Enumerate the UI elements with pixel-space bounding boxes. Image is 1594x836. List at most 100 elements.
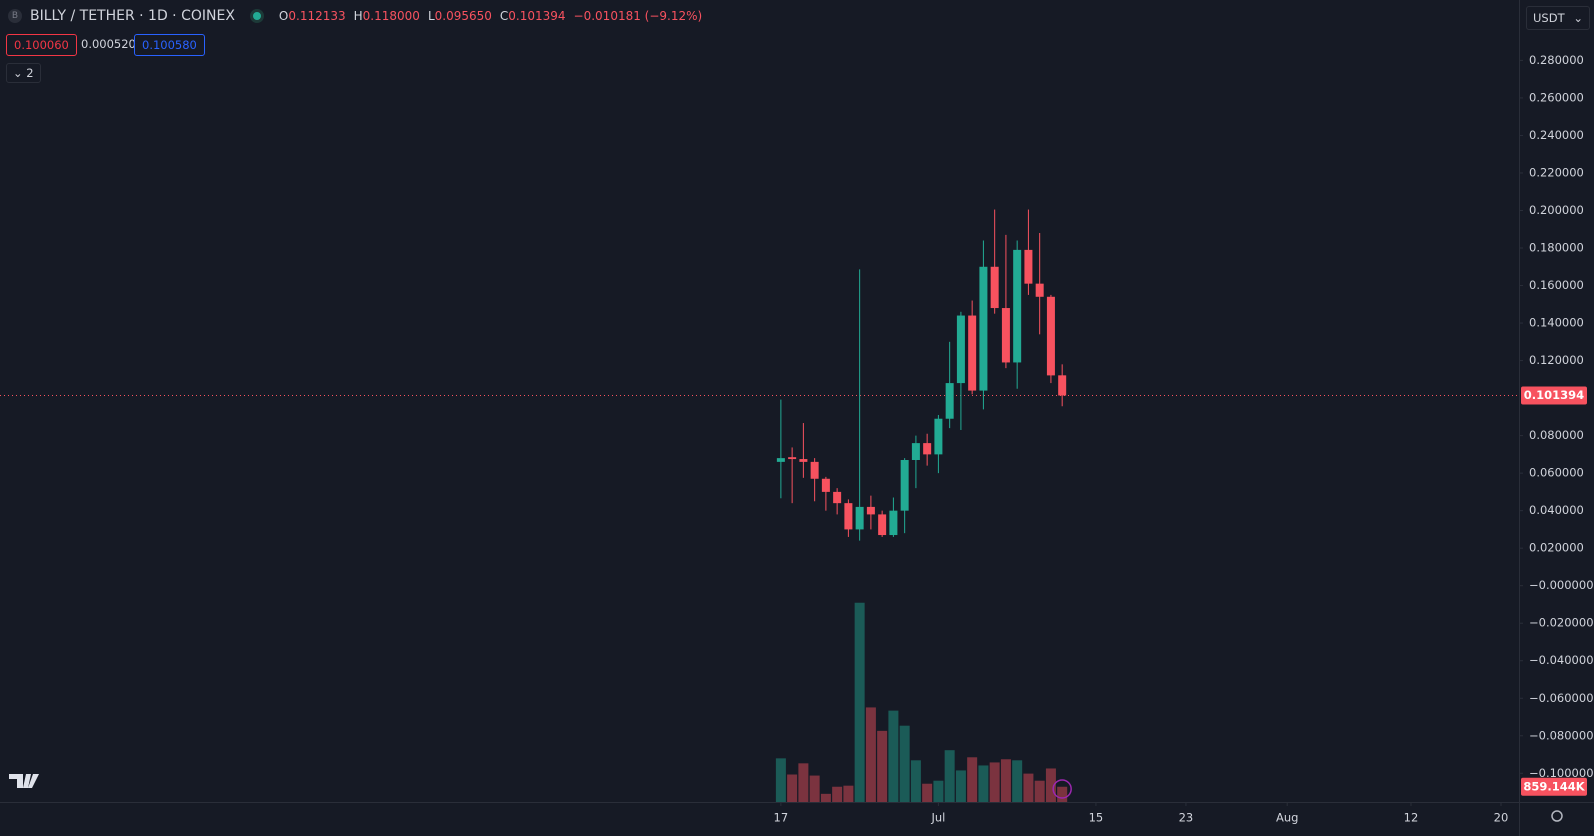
- candle-body: [1058, 375, 1067, 396]
- volume-bar: [955, 770, 966, 802]
- y-tick-label: 0.140000: [1529, 316, 1584, 330]
- currency: USDT: [1533, 11, 1565, 25]
- y-tick-label: 0.020000: [1529, 541, 1584, 555]
- y-tick-label: 0.160000: [1529, 278, 1584, 292]
- volume-bar: [820, 793, 831, 802]
- volume-bar: [1023, 773, 1034, 802]
- alert-icon: [1052, 779, 1072, 799]
- high-key: H: [353, 9, 363, 23]
- spread: 0.000520: [81, 37, 136, 51]
- volume-label: 859.144K: [1523, 779, 1585, 793]
- volume-bar: [1012, 760, 1023, 802]
- candle-body: [923, 443, 932, 455]
- volume-bar: [1045, 768, 1056, 802]
- volume-bar: [967, 757, 978, 802]
- y-tick-label: 0.260000: [1529, 90, 1584, 104]
- open-value: 0.112133: [288, 9, 346, 23]
- x-tick-label: Jul: [930, 811, 945, 825]
- symbol-title[interactable]: BILLY / TETHER · 1D · COINEX: [30, 8, 235, 24]
- volume-bar: [775, 758, 786, 802]
- candle-body: [799, 459, 808, 462]
- candle-body: [1046, 296, 1055, 376]
- candle-body: [1001, 308, 1010, 363]
- settings-icon: [1551, 810, 1563, 822]
- y-tick-label: 0.200000: [1529, 203, 1584, 217]
- volume-bar: [787, 774, 798, 802]
- y-tick-label: 0.240000: [1529, 128, 1584, 142]
- symbol-icon: B: [8, 9, 22, 23]
- candle-body: [810, 461, 819, 479]
- y-tick-label: 0.060000: [1529, 466, 1584, 480]
- x-tick-label: 23: [1179, 811, 1194, 825]
- y-tick-label: 0.180000: [1529, 241, 1584, 255]
- indicators-toggle[interactable]: ⌄ 2: [6, 63, 41, 83]
- x-tick-label: 15: [1089, 811, 1104, 825]
- candle-body: [855, 506, 864, 530]
- close-key: C: [499, 9, 509, 23]
- volume-bar: [877, 730, 888, 802]
- volume-bar: [854, 602, 865, 802]
- candle-body: [990, 266, 999, 309]
- volume-bar: [933, 780, 944, 802]
- candle-body: [934, 418, 943, 455]
- volume-bar: [944, 750, 955, 802]
- candle-body: [1024, 249, 1033, 284]
- volume-bar: [865, 707, 876, 802]
- x-tick-label: Aug: [1276, 811, 1298, 825]
- y-tick-label: −0.000000: [1529, 578, 1594, 592]
- open-key: O: [278, 9, 289, 23]
- candle-body: [956, 315, 965, 384]
- sell-price[interactable]: 0.100060: [6, 34, 77, 56]
- high-value: 0.118000: [362, 9, 420, 23]
- y-tick-label: 0.040000: [1529, 503, 1584, 517]
- volume-bar: [922, 783, 933, 802]
- x-tick-label: 17: [774, 811, 789, 825]
- candle-body: [821, 478, 830, 492]
- volume-bar: [809, 775, 820, 802]
- volume-bar: [843, 785, 854, 802]
- y-tick-label: −0.060000: [1529, 691, 1594, 705]
- candle-body: [788, 457, 797, 460]
- ohlc-legend: O0.112133 H0.118000 L0.095650 C0.101394 …: [279, 9, 702, 23]
- volume-bar: [978, 765, 989, 802]
- header: B BILLY / TETHER · 1D · COINEX O0.112133…: [8, 8, 702, 24]
- candle-body: [1013, 249, 1022, 363]
- y-tick-label: 0.080000: [1529, 428, 1584, 442]
- candle-body: [866, 506, 875, 515]
- last-price-label: 0.101394: [1524, 388, 1584, 402]
- buy-price[interactable]: 0.100580: [134, 34, 205, 56]
- candle-body: [945, 383, 954, 419]
- y-tick-label: 0.280000: [1529, 53, 1584, 67]
- y-tick-label: −0.040000: [1529, 653, 1594, 667]
- candle-body: [900, 460, 909, 511]
- candle-body: [878, 514, 887, 536]
- candle-body: [968, 315, 977, 391]
- low-value: 0.095650: [434, 9, 492, 23]
- volume-bar: [899, 725, 910, 802]
- candle-body: [844, 503, 853, 530]
- indicator-count: 2: [26, 66, 34, 80]
- volume-bar: [1034, 780, 1045, 802]
- tv-logo: [9, 774, 39, 788]
- volume-bar: [989, 762, 1000, 802]
- y-tick-label: 0.120000: [1529, 353, 1584, 367]
- y-tick-label: −0.100000: [1529, 766, 1594, 780]
- candle-body: [979, 266, 988, 391]
- candle-body: [889, 510, 898, 536]
- change-value: −0.010181 (−9.12%): [573, 9, 703, 23]
- volume-bar: [1000, 759, 1011, 802]
- candle-body: [911, 443, 920, 461]
- currency-select[interactable]: USDT ⌄: [1526, 6, 1590, 30]
- close-value: 0.101394: [508, 9, 566, 23]
- y-tick-label: 0.220000: [1529, 165, 1584, 179]
- volume-bar: [888, 710, 899, 802]
- volume-bar: [798, 763, 809, 802]
- volume-bar: [910, 760, 921, 802]
- x-tick-label: 20: [1494, 811, 1509, 825]
- x-tick-label: 12: [1404, 811, 1419, 825]
- candle-body: [1035, 283, 1044, 297]
- status-dot: [252, 12, 261, 20]
- candle-body: [776, 458, 785, 462]
